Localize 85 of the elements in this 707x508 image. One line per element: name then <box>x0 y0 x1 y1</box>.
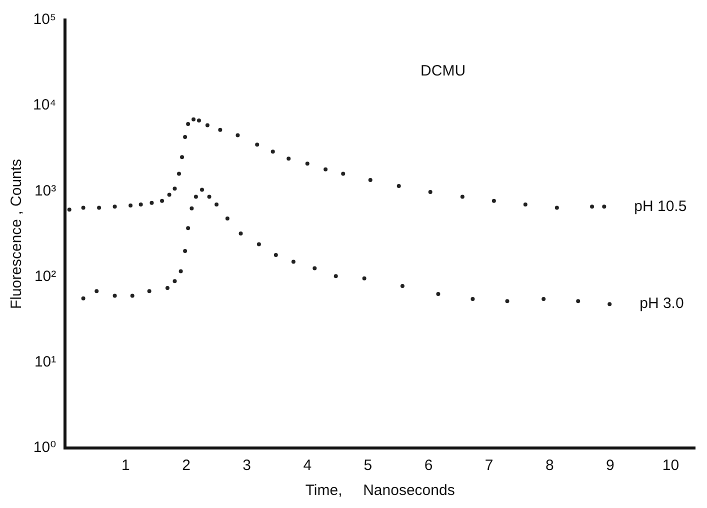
point <box>183 249 188 254</box>
series-label: pH 10.5 <box>634 198 687 215</box>
point <box>576 299 580 304</box>
point <box>97 206 102 210</box>
point <box>602 204 606 209</box>
point <box>238 232 243 236</box>
x-tick-label: 6 <box>424 457 433 474</box>
point <box>130 294 134 298</box>
point <box>428 190 432 194</box>
x-tick-label: 3 <box>242 457 251 474</box>
point <box>186 122 190 126</box>
point <box>436 292 440 296</box>
point <box>165 286 170 290</box>
point <box>128 204 133 208</box>
point <box>286 156 291 161</box>
point <box>305 162 310 166</box>
point <box>542 297 546 302</box>
point <box>205 123 210 128</box>
point <box>160 198 164 203</box>
y-tick-label: 10¹ <box>34 354 56 371</box>
point <box>470 297 475 302</box>
point <box>94 289 99 294</box>
x-tick-label: 2 <box>182 457 190 474</box>
point <box>590 204 594 209</box>
point <box>608 302 612 306</box>
point <box>183 134 188 139</box>
point <box>396 184 401 188</box>
point <box>150 200 154 205</box>
point <box>214 202 219 206</box>
series-label: pH 3.0 <box>640 295 684 312</box>
point <box>180 155 184 160</box>
point <box>196 118 201 122</box>
point <box>176 172 181 176</box>
point <box>270 150 275 154</box>
point <box>192 117 196 122</box>
point <box>341 172 346 176</box>
point <box>255 142 260 147</box>
point <box>291 260 296 264</box>
point <box>167 192 172 197</box>
y-tick-label: 10³ <box>34 182 56 200</box>
x-tick-label: 5 <box>364 457 372 474</box>
point <box>112 294 117 298</box>
point <box>172 279 177 284</box>
point <box>505 299 510 304</box>
point <box>460 194 464 199</box>
point <box>554 206 559 210</box>
point <box>523 202 528 206</box>
point <box>400 284 404 288</box>
y-axis-title: Fluorescence , Counts <box>8 158 26 310</box>
point <box>368 178 372 182</box>
point <box>190 206 194 210</box>
point <box>492 198 496 203</box>
y-tick-label: 10² <box>34 268 56 285</box>
point <box>81 296 86 300</box>
x-tick-label: 8 <box>545 457 554 474</box>
y-tick-label: 10⁵ <box>33 11 56 28</box>
point <box>186 226 190 230</box>
point <box>194 194 198 199</box>
point <box>218 128 222 132</box>
point <box>256 242 261 246</box>
annotation: DCMU <box>420 62 466 80</box>
point <box>207 194 212 199</box>
x-tick-label: 9 <box>606 457 614 474</box>
point <box>200 188 204 192</box>
point <box>81 206 86 210</box>
point <box>334 274 338 278</box>
point <box>112 204 117 209</box>
x-tick-label: 10 <box>662 457 680 474</box>
x-axis-title: Time, Nanoseconds <box>305 482 455 500</box>
point <box>172 186 177 191</box>
y-tick-label: 10⁴ <box>32 96 56 114</box>
point <box>362 276 366 280</box>
y-tick-label: 10⁰ <box>33 439 56 456</box>
point <box>236 133 240 138</box>
point <box>312 266 317 270</box>
x-tick-label: 7 <box>484 457 494 474</box>
x-tick-label: 1 <box>122 457 130 474</box>
point <box>178 269 183 274</box>
point <box>138 202 143 206</box>
point <box>324 167 328 172</box>
point <box>67 208 72 212</box>
x-tick-label: 4 <box>303 457 312 474</box>
point <box>274 252 278 257</box>
point <box>225 216 230 220</box>
point <box>147 289 152 294</box>
